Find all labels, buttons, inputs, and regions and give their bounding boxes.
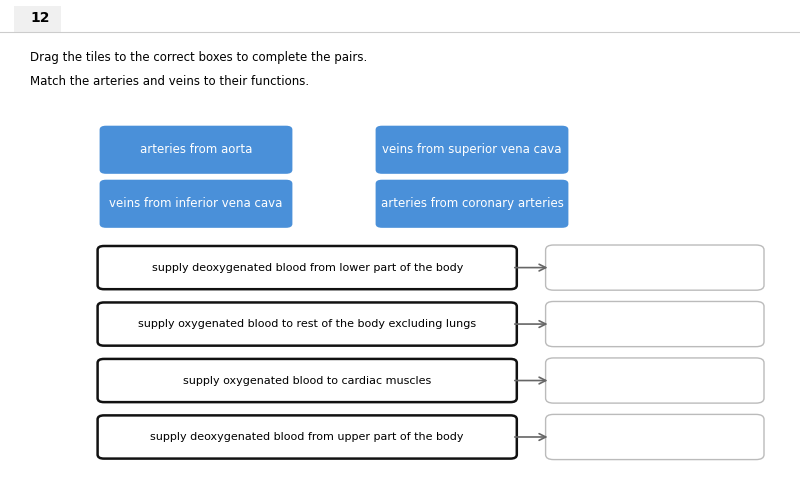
FancyBboxPatch shape <box>98 246 517 289</box>
FancyBboxPatch shape <box>546 358 764 403</box>
Text: supply deoxygenated blood from upper part of the body: supply deoxygenated blood from upper par… <box>150 432 464 442</box>
Text: supply deoxygenated blood from lower part of the body: supply deoxygenated blood from lower par… <box>151 263 463 273</box>
FancyBboxPatch shape <box>14 6 61 32</box>
Text: Drag the tiles to the correct boxes to complete the pairs.: Drag the tiles to the correct boxes to c… <box>30 51 368 63</box>
Text: veins from inferior vena cava: veins from inferior vena cava <box>110 197 282 210</box>
Text: arteries from coronary arteries: arteries from coronary arteries <box>381 197 563 210</box>
FancyBboxPatch shape <box>99 180 293 228</box>
FancyBboxPatch shape <box>546 301 764 347</box>
Text: supply oxygenated blood to rest of the body excluding lungs: supply oxygenated blood to rest of the b… <box>138 319 476 329</box>
FancyBboxPatch shape <box>98 302 517 346</box>
Text: arteries from aorta: arteries from aorta <box>140 143 252 156</box>
FancyBboxPatch shape <box>546 245 764 290</box>
FancyBboxPatch shape <box>546 414 764 460</box>
Text: supply oxygenated blood to cardiac muscles: supply oxygenated blood to cardiac muscl… <box>183 376 431 385</box>
FancyBboxPatch shape <box>376 180 568 228</box>
Text: Match the arteries and veins to their functions.: Match the arteries and veins to their fu… <box>30 75 310 88</box>
Text: 12: 12 <box>30 11 50 25</box>
Text: veins from superior vena cava: veins from superior vena cava <box>382 143 562 156</box>
FancyBboxPatch shape <box>99 126 293 174</box>
FancyBboxPatch shape <box>98 359 517 402</box>
FancyBboxPatch shape <box>376 126 568 174</box>
FancyBboxPatch shape <box>98 415 517 459</box>
